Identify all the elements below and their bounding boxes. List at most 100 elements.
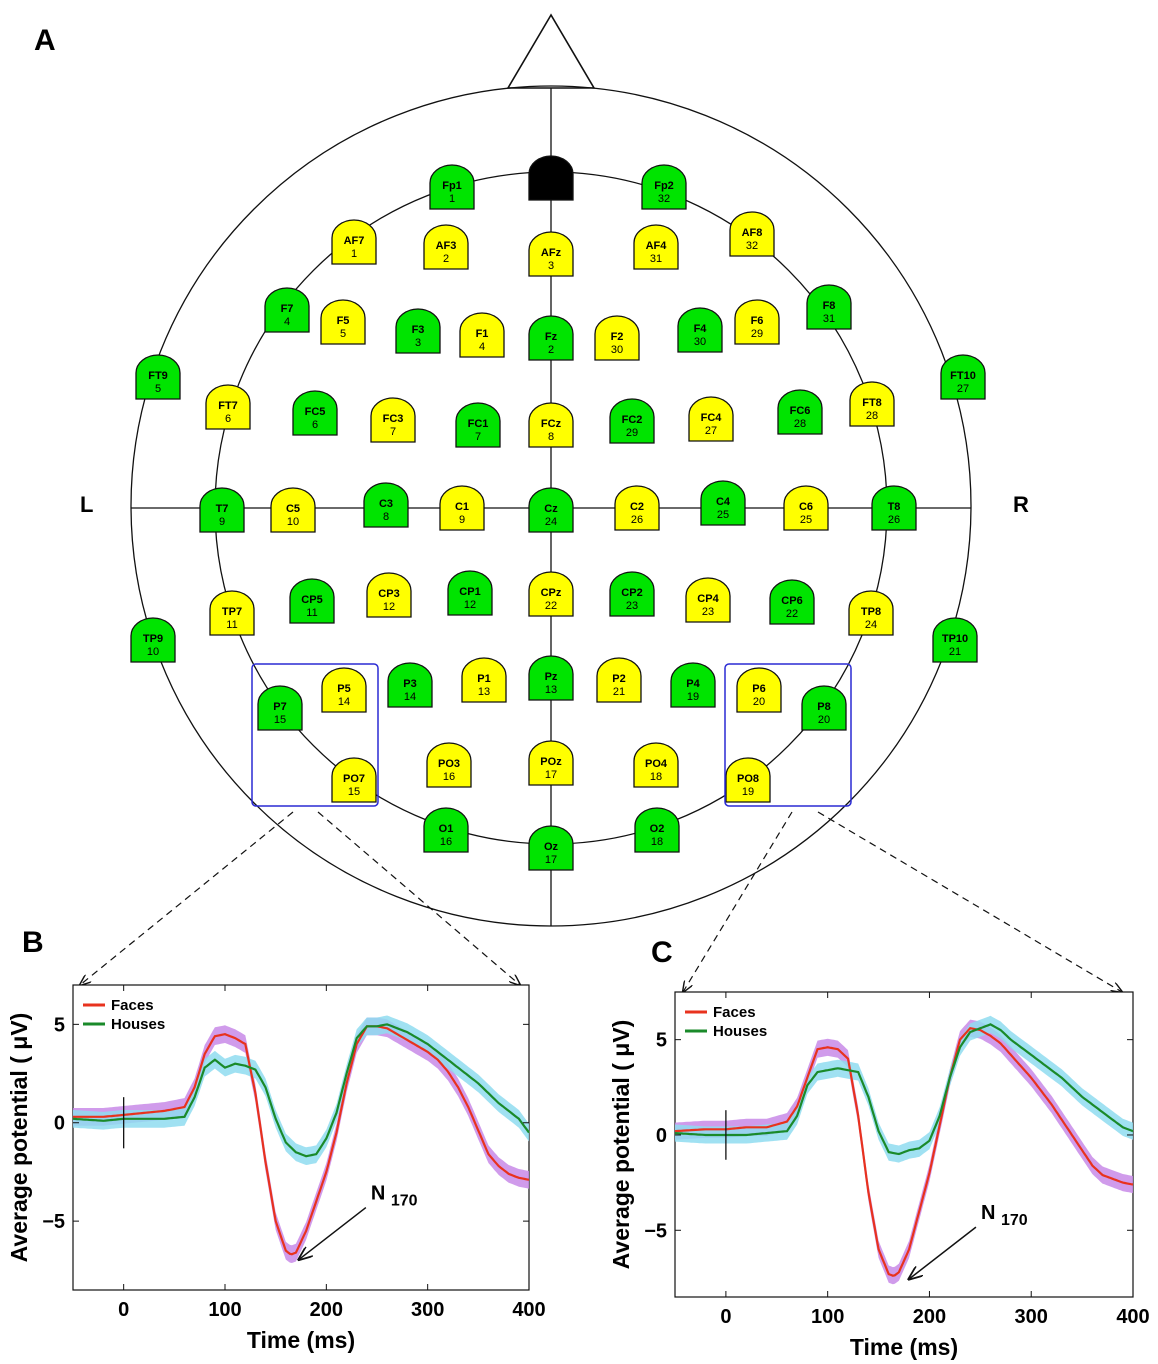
electrode-name: CP4 xyxy=(697,593,719,605)
electrode-cap xyxy=(734,299,780,345)
electrode-name: CPz xyxy=(541,587,562,599)
electrode-cap xyxy=(363,482,409,528)
electrode-cap xyxy=(209,590,255,636)
electrode-number: 32 xyxy=(746,240,758,252)
electrode-name: TP10 xyxy=(942,633,968,645)
electrode-cap xyxy=(528,487,574,533)
electrode-cap xyxy=(528,402,574,448)
panel-a-label: A xyxy=(34,24,56,57)
chart-b: 0 100 200 300 400 5 0 −5 Time (ms) Average potent… xyxy=(6,984,546,1353)
electrode-number: 3 xyxy=(548,260,554,272)
electrode-name: FC5 xyxy=(305,406,326,418)
electrode-cap xyxy=(264,287,310,333)
electrode-number: 3 xyxy=(415,337,421,349)
electrode-number: 7 xyxy=(475,431,481,443)
electrode-cap xyxy=(528,571,574,617)
electrode-cap xyxy=(366,572,412,618)
electrode-number: 7 xyxy=(390,426,396,438)
electrode-name: FC2 xyxy=(622,414,643,426)
roi-arrow-right-2 xyxy=(817,811,1122,992)
electrode-number: 11 xyxy=(306,607,317,619)
electrode-cap xyxy=(130,617,176,663)
electrode-name: F2 xyxy=(611,331,624,343)
electrode-name: PO8 xyxy=(737,773,759,785)
electrode-cap xyxy=(447,570,493,616)
electrode-cap xyxy=(677,307,723,353)
electrode-name: Pz xyxy=(545,671,558,683)
electrode-number: 30 xyxy=(611,344,623,356)
electrode-number: 10 xyxy=(147,646,159,658)
electrode-name: P4 xyxy=(686,678,700,690)
x-tick-label: 0 xyxy=(720,1306,731,1328)
electrode-number: 16 xyxy=(440,836,452,848)
electrode-number: 14 xyxy=(338,696,350,708)
electrode-cap xyxy=(783,485,829,531)
electrode-number: 4 xyxy=(284,316,290,328)
electrode-number: 19 xyxy=(687,691,699,703)
electrode-cap xyxy=(848,590,894,636)
x-axis-label: Time (ms) xyxy=(247,1327,355,1353)
electrode-cap xyxy=(321,667,367,713)
electrode-number: 31 xyxy=(650,253,662,265)
electrode-number: 8 xyxy=(383,511,389,523)
electrode-name: Fp2 xyxy=(654,180,674,192)
electrode-cap xyxy=(426,742,472,788)
electrode-number: 1 xyxy=(449,193,455,205)
electrode-name: C3 xyxy=(379,498,393,510)
electrode-cap xyxy=(429,164,475,210)
electrode-name: PO4 xyxy=(645,758,668,770)
y-tick-label: 0 xyxy=(54,1113,65,1135)
y-tick-label: 0 xyxy=(656,1125,667,1147)
legend-label-houses: Houses xyxy=(111,1016,165,1033)
electrode-number: 14 xyxy=(404,691,416,703)
electrode-cap xyxy=(528,315,574,361)
electrode-number: 6 xyxy=(225,413,231,425)
electrode-name: CP6 xyxy=(781,595,802,607)
electrode-number: 21 xyxy=(949,646,961,658)
series-houses xyxy=(674,1023,1134,1156)
electrode-number: 16 xyxy=(443,771,455,783)
electrode-cap xyxy=(806,284,852,330)
electrode-cap xyxy=(670,662,716,708)
x-tick-label: 300 xyxy=(1015,1306,1048,1328)
electrode-name: TP8 xyxy=(861,606,881,618)
electrode-cap xyxy=(461,657,507,703)
electrode-cap xyxy=(528,655,574,701)
electrode-name: PO7 xyxy=(343,773,365,785)
electrode-number: 12 xyxy=(464,599,476,611)
legend-label-faces: Faces xyxy=(111,997,154,1014)
electrode-cap xyxy=(685,577,731,623)
electrode-name: Oz xyxy=(544,841,559,853)
y-tick-label: −5 xyxy=(42,1211,65,1233)
electrode-cap xyxy=(395,308,441,354)
electrode-number: 29 xyxy=(751,328,763,340)
left-label: L xyxy=(80,492,93,517)
electrode-name: T8 xyxy=(888,501,901,513)
y-axis-label: Average potential ( μV) xyxy=(6,1013,32,1263)
electrode-number: 1 xyxy=(351,248,357,260)
electrode-cap xyxy=(633,224,679,270)
